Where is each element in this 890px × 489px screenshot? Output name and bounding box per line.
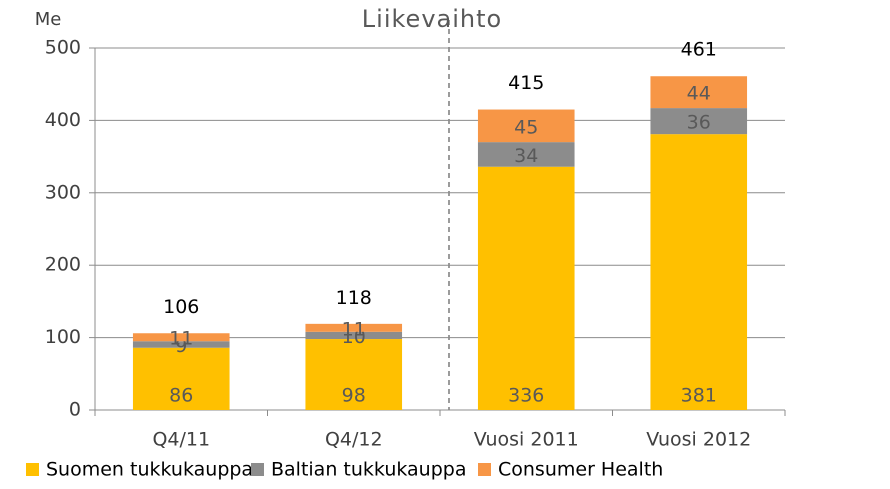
total-label: 118: [336, 287, 372, 309]
bar-segment: [650, 108, 748, 135]
x-tick-label: Q4/12: [325, 429, 383, 451]
total-label: 461: [681, 39, 717, 61]
data-label: 11: [169, 328, 193, 350]
bar-segment: [132, 341, 230, 348]
legend-label: Baltian tukkukauppa: [271, 459, 466, 481]
data-label: 36: [687, 112, 711, 134]
bar-segment: [132, 333, 230, 342]
data-label: 86: [169, 385, 193, 407]
y-tick-label: 100: [45, 326, 81, 348]
bar-segment: [132, 347, 230, 410]
chart-title: Liikevaihto: [362, 5, 502, 33]
y-tick-label: 400: [45, 109, 81, 131]
legend-swatch: [251, 463, 264, 476]
data-label: 98: [342, 385, 366, 407]
bar-segment: [650, 134, 748, 410]
y-tick-label: 200: [45, 254, 81, 276]
data-label: 34: [514, 145, 538, 167]
data-label: 44: [687, 83, 711, 105]
data-label: 381: [681, 385, 717, 407]
y-tick-label: 0: [69, 399, 81, 421]
y-tick-label: 300: [45, 181, 81, 203]
data-label: 336: [508, 385, 544, 407]
legend-swatch: [26, 463, 39, 476]
data-label: 45: [514, 116, 538, 138]
bar-segment: [305, 331, 403, 340]
bar-segment: [477, 109, 575, 143]
bar-segment: [305, 339, 403, 410]
bar-segment: [305, 323, 403, 332]
x-tick-label: Vuosi 2011: [474, 429, 579, 451]
x-tick-label: Q4/11: [152, 429, 210, 451]
y-tick-label: 500: [45, 37, 81, 59]
total-label: 415: [508, 72, 544, 94]
legend-label: Suomen tukkukauppa: [46, 459, 253, 481]
bar-segment: [477, 142, 575, 167]
legend-swatch: [478, 463, 491, 476]
x-tick-label: Vuosi 2012: [646, 429, 751, 451]
data-label: 11: [342, 318, 366, 340]
y-axis-label: Me: [35, 9, 62, 30]
bar-segment: [650, 76, 748, 109]
total-label: 106: [163, 296, 199, 318]
bar-segment: [477, 166, 575, 410]
legend-label: Consumer Health: [498, 459, 663, 481]
